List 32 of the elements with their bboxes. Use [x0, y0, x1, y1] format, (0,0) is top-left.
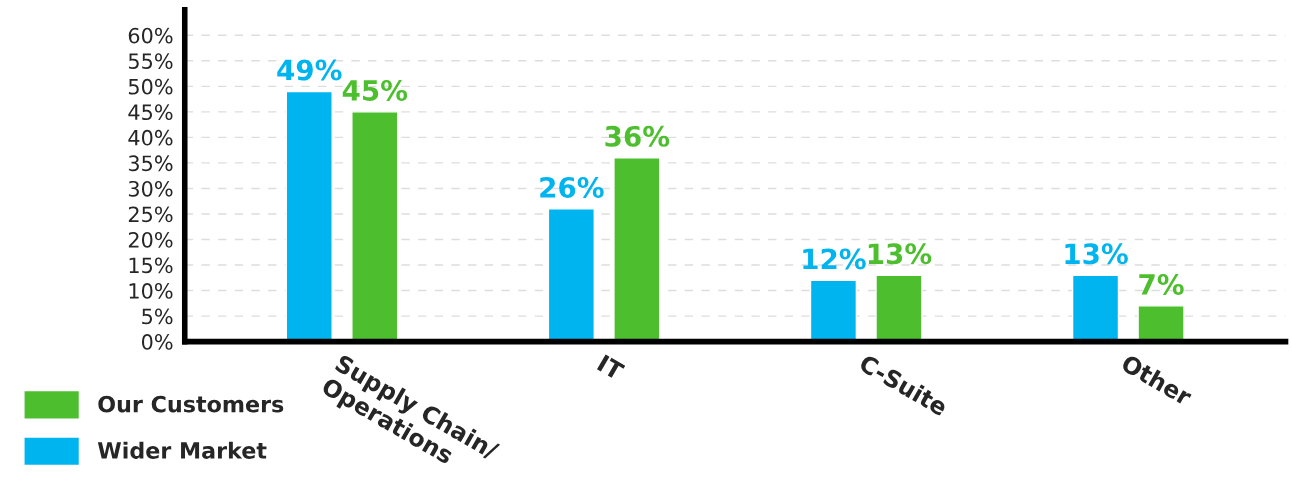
data-label: 12%	[803, 248, 866, 270]
data-label: 13%	[1065, 243, 1128, 265]
bar	[285, 90, 333, 342]
data-label: 13%	[868, 243, 932, 265]
bar	[875, 274, 923, 342]
x-tick-label: IT	[597, 354, 626, 381]
bar	[547, 208, 595, 342]
data-label: 36%	[605, 125, 670, 147]
y-tick-label: 10%	[129, 283, 173, 299]
y-tick-label: 15%	[129, 257, 173, 274]
data-label: 49%	[277, 59, 342, 81]
data-label: 7%	[1139, 273, 1184, 295]
bar	[1071, 274, 1120, 342]
bar	[1137, 305, 1185, 342]
y-tick-label: 50%	[128, 78, 173, 95]
data-label: 26%	[540, 176, 604, 198]
y-tick-label: 30%	[128, 180, 173, 197]
y-tick-label: 55%	[128, 53, 173, 70]
y-tick-label: 20%	[128, 231, 173, 248]
y-tick-label: 45%	[128, 104, 173, 121]
y-tick-label: 35%	[128, 155, 173, 172]
y-tick-label: 5%	[142, 308, 173, 325]
y-tick-label: 25%	[128, 206, 173, 223]
y-tick-label: 40%	[128, 129, 173, 146]
legend-label: Our Customers	[98, 395, 284, 413]
bar	[809, 279, 858, 342]
bar	[613, 157, 661, 342]
legend-label: Wider Market	[97, 441, 267, 459]
data-label: 45%	[342, 79, 408, 101]
y-tick-label: 60%	[128, 27, 173, 44]
y-tick-label: 0%	[141, 334, 173, 350]
bar	[351, 111, 399, 342]
